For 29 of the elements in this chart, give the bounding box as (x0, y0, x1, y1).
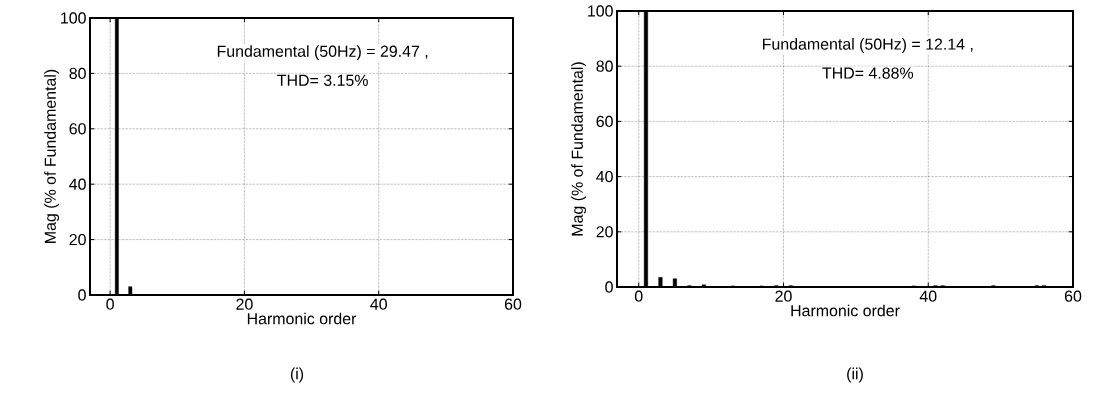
annotation: Fundamental (50Hz) = 12.14 , (763, 38, 973, 53)
x-tick-label: 20 (236, 298, 253, 310)
x-tick-label: 0 (634, 290, 643, 302)
y-tick-label: 80 (596, 60, 613, 72)
annotation: Fundamental (50Hz) = 29.47 , (217, 45, 428, 61)
x-tick-label: 0 (106, 298, 114, 310)
y-tick-label: 60 (69, 123, 86, 135)
x-tick-label: 40 (370, 298, 387, 310)
x-tick-label: 60 (504, 298, 522, 310)
x-axis-title: Harmonic order (791, 304, 900, 317)
text: (ii) (847, 367, 863, 383)
annotation: THD= 4.88% (822, 67, 914, 79)
y-tick-label: 40 (596, 170, 613, 183)
y-tick-label: 60 (596, 115, 613, 128)
y-axis-title: Mag (% of Fundamental) (44, 69, 60, 243)
x-tick-label: 60 (1064, 290, 1082, 302)
y-tick-label: 0 (605, 281, 613, 293)
text: (i) (290, 367, 304, 383)
y-tick-label: 100 (588, 5, 613, 17)
y-tick-label: 100 (61, 12, 86, 24)
y-tick-label: 20 (596, 226, 613, 238)
x-axis-title: Harmonic order (247, 312, 357, 325)
y-tick-label: 20 (69, 233, 86, 246)
y-axis-title: Mag (% of Fundamental) (571, 62, 587, 236)
x-tick-label: 40 (919, 290, 937, 302)
annotation: THD= 3.15% (277, 74, 368, 86)
y-tick-label: 40 (69, 178, 86, 190)
x-tick-label: 20 (775, 290, 792, 302)
y-tick-label: 80 (69, 67, 86, 80)
